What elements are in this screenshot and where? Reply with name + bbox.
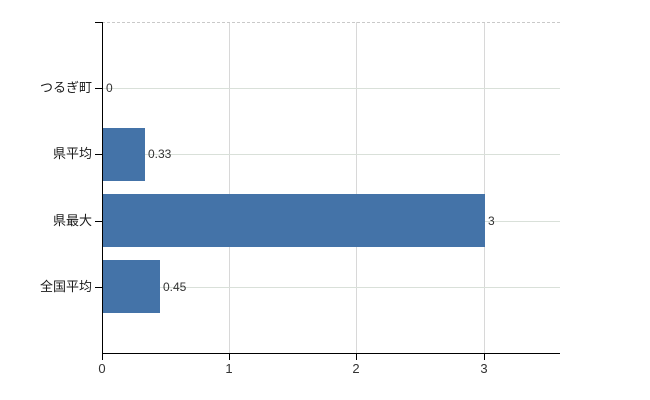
x-axis-line: [102, 353, 560, 354]
y-axis-tick: [95, 88, 102, 89]
bar-value-label: 0.45: [163, 280, 187, 294]
y-axis-tick: [95, 287, 102, 288]
plot-top-dashed-line: [102, 22, 560, 23]
x-axis-tick-label: 3: [480, 361, 488, 376]
horizontal-gridline: [103, 88, 560, 89]
y-axis-tick: [95, 22, 102, 23]
x-axis-tick: [484, 354, 485, 360]
horizontal-gridline: [103, 154, 560, 155]
category-label: 県最大: [52, 213, 92, 228]
x-axis-tick-label: 1: [225, 361, 233, 376]
x-axis-tick-label: 2: [352, 361, 360, 376]
bar: [103, 260, 160, 313]
bar-value-label: 0: [106, 81, 113, 95]
vertical-gridline: [356, 22, 358, 353]
x-axis-tick: [356, 354, 357, 360]
y-axis-tick: [95, 154, 102, 155]
category-label: 県平均: [52, 146, 92, 161]
x-axis-tick: [229, 354, 230, 360]
vertical-gridline: [483, 22, 485, 353]
y-axis-tick: [95, 221, 102, 222]
bar-value-label: 3: [488, 214, 495, 228]
bar: [103, 194, 485, 247]
bar-value-label: 0.33: [148, 147, 172, 161]
category-label: 全国平均: [39, 279, 92, 294]
vertical-gridline: [229, 22, 231, 353]
y-axis-line: [102, 22, 103, 354]
category-label: つるぎ町: [39, 80, 92, 95]
x-axis-tick-label: 0: [98, 361, 106, 376]
horizontal-gridline: [103, 287, 560, 288]
bar: [103, 128, 145, 181]
x-axis-tick: [102, 354, 103, 360]
